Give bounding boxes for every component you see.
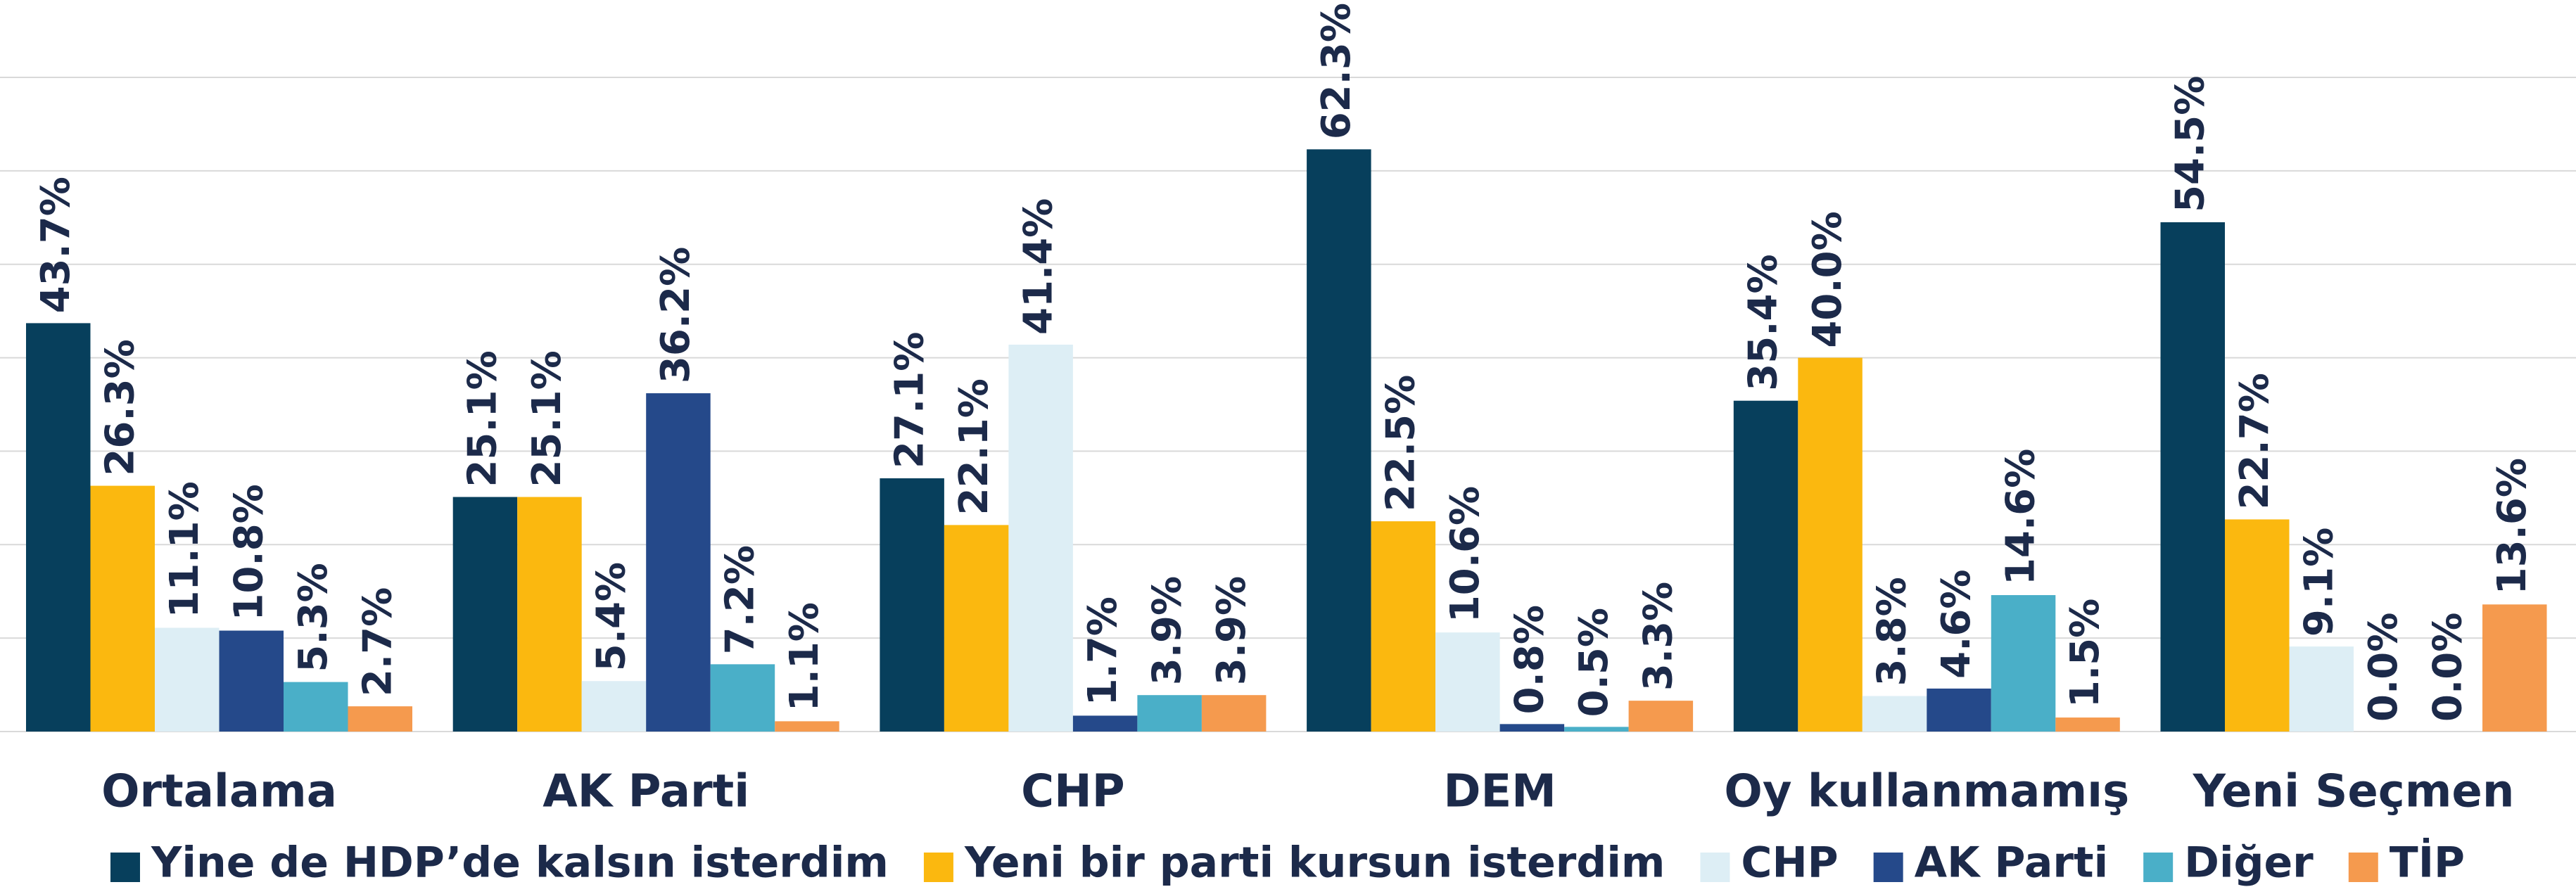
bar: [1927, 688, 1991, 732]
bar: [1733, 400, 1798, 732]
x-tick-label: Ortalama: [101, 766, 337, 818]
value-label: 5.4%: [589, 562, 635, 671]
value-label: 11.1%: [162, 481, 208, 618]
bar: [2482, 604, 2547, 732]
bar: [1628, 701, 1694, 732]
bar: [1137, 695, 1202, 732]
bar: [1201, 695, 1267, 732]
value-label: 22.7%: [2232, 373, 2278, 509]
legend-label: AK Parti: [1915, 838, 2109, 887]
value-label: 14.6%: [1998, 449, 2044, 585]
bar: [880, 478, 944, 732]
x-tick-label: DEM: [1443, 766, 1556, 818]
legend-swatch: [1873, 853, 1903, 882]
x-tick-label: AK Parti: [543, 766, 749, 818]
value-label: 1.5%: [2062, 599, 2108, 708]
x-tick-label: CHP: [1021, 766, 1124, 818]
value-label: 36.2%: [653, 247, 699, 383]
legend-swatch: [110, 853, 140, 882]
bar: [646, 393, 711, 732]
value-label: 26.3%: [97, 339, 143, 476]
bar: [1499, 724, 1565, 732]
value-label: 3.9%: [1209, 576, 1255, 685]
legend-swatch: [2348, 853, 2378, 882]
bar: [90, 485, 155, 732]
value-label: 1.7%: [1080, 596, 1126, 706]
value-label: 2.7%: [355, 587, 400, 696]
bar: [710, 664, 775, 732]
value-label: 9.1%: [2296, 528, 2342, 637]
bar: [1798, 357, 1863, 732]
bar: [1435, 632, 1500, 732]
bar: [1564, 727, 1629, 732]
legend-swatch: [923, 853, 953, 882]
value-label: 35.4%: [1741, 254, 1787, 390]
value-label: 22.5%: [1378, 375, 1423, 511]
legend-label: Yeni bir parti kursun isterdim: [964, 838, 1665, 887]
value-label: 3.9%: [1144, 576, 1190, 685]
value-label: 0.8%: [1506, 605, 1552, 714]
value-label: 13.6%: [2489, 458, 2535, 594]
bar: [155, 627, 220, 732]
value-label: 0.0%: [2361, 613, 2406, 722]
bar: [1307, 149, 1371, 732]
x-tick-label: Oy kullanmamış: [1724, 766, 2129, 818]
value-label: 22.1%: [951, 378, 997, 515]
bar: [219, 630, 284, 732]
bar: [1862, 696, 1927, 732]
x-tick-label: Yeni Seçmen: [2193, 766, 2515, 818]
bar: [2160, 222, 2225, 732]
value-label: 1.1%: [782, 602, 827, 711]
bar: [1072, 715, 1138, 732]
value-label: 7.2%: [718, 545, 763, 654]
value-label: 5.3%: [291, 563, 336, 672]
value-label: 41.4%: [1015, 198, 1061, 335]
value-label: 10.6%: [1442, 486, 1488, 623]
bar: [1008, 344, 1073, 732]
value-label: 54.5%: [2167, 76, 2213, 212]
bar: [284, 682, 348, 732]
legend-label: Yine de HDP’de kalsın isterdim: [151, 838, 889, 887]
value-label: 0.0%: [2425, 613, 2470, 722]
value-label: 3.8%: [1870, 577, 1915, 686]
bar: [517, 497, 582, 732]
bar: [348, 706, 412, 732]
value-label: 27.1%: [887, 332, 932, 468]
value-label: 25.1%: [524, 350, 570, 487]
value-label: 4.6%: [1934, 570, 1979, 679]
value-label: 62.3%: [1314, 3, 1359, 139]
legend-swatch: [2143, 853, 2174, 882]
bar: [2225, 519, 2290, 732]
legend-label: CHP: [1741, 838, 1838, 887]
value-label: 25.1%: [460, 350, 506, 487]
legend-swatch: [1700, 853, 1730, 882]
bar: [26, 323, 91, 732]
bar: [1371, 521, 1436, 732]
legend-label: Diğer: [2184, 838, 2314, 887]
bar: [1991, 595, 2056, 732]
bar: [2055, 717, 2120, 732]
value-label: 43.7%: [33, 177, 79, 313]
value-label: 3.3%: [1635, 582, 1681, 691]
bar: [452, 497, 518, 732]
bar: [2289, 646, 2354, 732]
value-label: 0.5%: [1571, 608, 1617, 717]
legend-label: TİP: [2390, 837, 2465, 887]
bar: [944, 525, 1009, 732]
bar: [581, 681, 647, 732]
value-label: 10.8%: [226, 484, 272, 620]
bar: [775, 721, 839, 732]
value-label: 40.0%: [1805, 211, 1851, 347]
